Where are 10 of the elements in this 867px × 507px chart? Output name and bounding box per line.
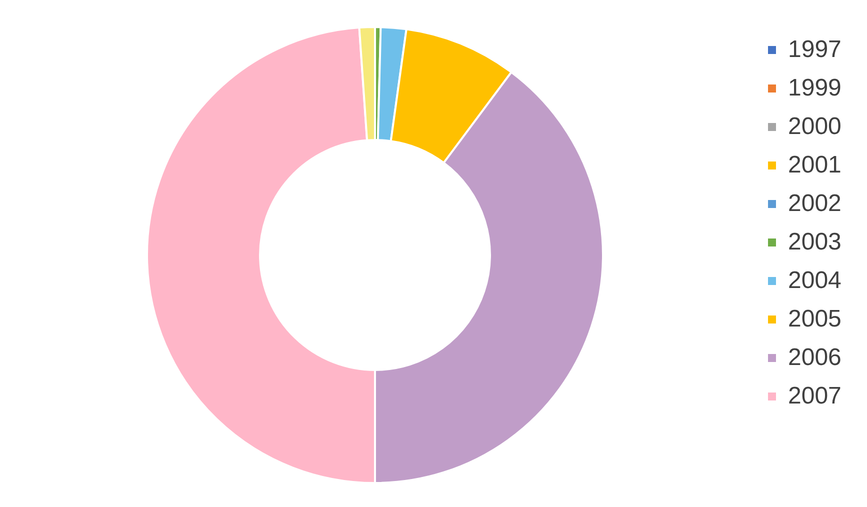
legend-label: 2006 — [788, 344, 842, 371]
legend-label: 1999 — [788, 74, 842, 102]
legend-label: 2005 — [788, 306, 842, 332]
legend-label: 2002 — [788, 190, 842, 217]
legend-label: 2004 — [788, 267, 842, 294]
legend-label: 2000 — [788, 113, 842, 140]
legend-label: 2003 — [788, 228, 842, 256]
legend-label: 1997 — [788, 36, 842, 63]
legend-label: 2001 — [788, 152, 842, 178]
legend-label: 2007 — [788, 382, 842, 410]
